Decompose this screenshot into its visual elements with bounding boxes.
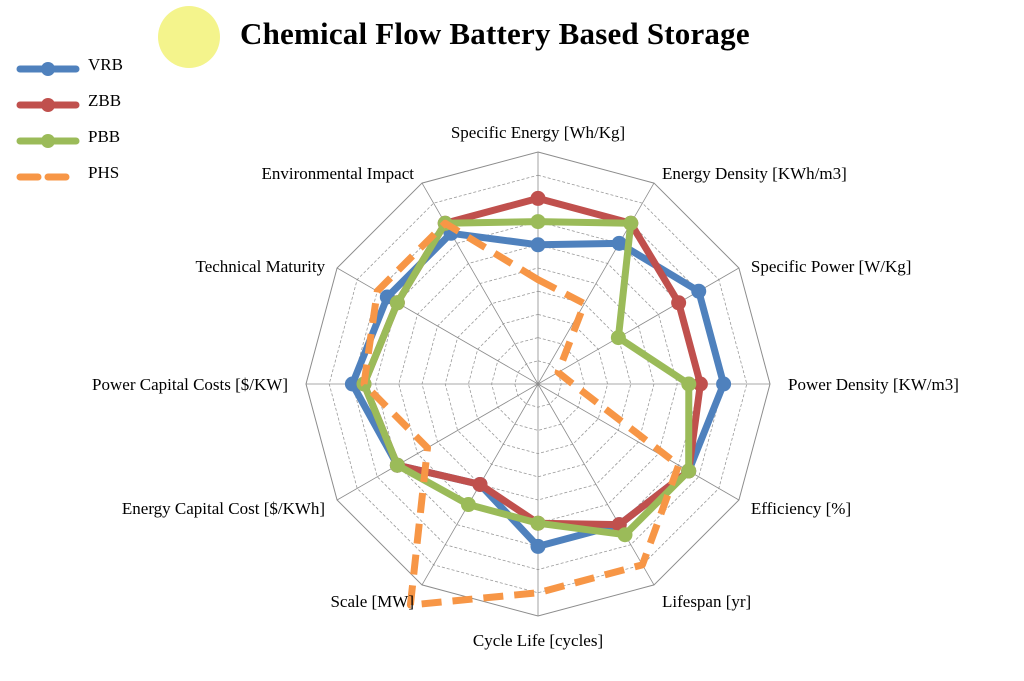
- data-point-vrb: [344, 376, 360, 392]
- grid-spoke: [421, 182, 539, 385]
- data-point-vrb: [530, 237, 546, 253]
- axis-label: Environmental Impact: [262, 164, 415, 183]
- grid-spoke: [537, 267, 740, 385]
- axis-label: Specific Energy [Wh/Kg]: [451, 123, 625, 142]
- data-point-zbb: [472, 476, 488, 492]
- data-point-vrb: [530, 538, 546, 554]
- data-point-pbb: [617, 527, 633, 543]
- grid-spoke: [336, 267, 539, 385]
- grid-spoke: [537, 383, 740, 501]
- radar-series: [344, 190, 732, 609]
- data-point-pbb: [530, 515, 546, 531]
- grid-spoke: [537, 383, 655, 586]
- legend-item-zbb: ZBB: [14, 88, 154, 124]
- axis-label: Lifespan [yr]: [662, 592, 751, 611]
- grid-spoke: [537, 182, 655, 385]
- axis-label: Power Capital Costs [$/KW]: [92, 375, 288, 394]
- data-point-zbb: [530, 190, 546, 206]
- legend-label-vrb: VRB: [88, 55, 123, 74]
- legend-label-pbb: PBB: [88, 127, 121, 146]
- legend: VRB ZBB PBB PHS: [14, 52, 154, 196]
- series-line-phs: [360, 219, 683, 609]
- data-point-pbb: [460, 497, 476, 513]
- legend-label-zbb: ZBB: [88, 91, 122, 110]
- legend-swatch-vrb: [16, 62, 80, 76]
- data-point-zbb: [692, 376, 708, 392]
- legend-item-pbb: PBB: [14, 124, 154, 160]
- data-point-pbb: [681, 376, 697, 392]
- axis-labels: Specific Energy [Wh/Kg] Energy Density [K…: [92, 123, 959, 650]
- legend-item-phs: PHS: [14, 160, 154, 196]
- axis-label: Technical Maturity: [196, 257, 326, 276]
- axis-label: Cycle Life [cycles]: [473, 631, 603, 650]
- data-point-pbb: [389, 457, 405, 473]
- axis-label: Scale [MW]: [330, 592, 414, 611]
- data-point-pbb: [681, 463, 697, 479]
- data-point-vrb: [691, 283, 707, 299]
- chart-title: Chemical Flow Battery Based Storage: [240, 16, 750, 51]
- axis-label: Energy Density [KWh/m3]: [662, 164, 847, 183]
- axis-label: Specific Power [W/Kg]: [751, 257, 912, 276]
- grid-spoke: [336, 383, 539, 501]
- data-point-vrb: [611, 235, 627, 251]
- data-point-pbb: [530, 214, 546, 230]
- data-point-pbb: [623, 215, 639, 231]
- legend-swatch-zbb: [16, 98, 80, 112]
- legend-label-phs: PHS: [88, 163, 120, 182]
- data-point-vrb: [716, 376, 732, 392]
- legend-item-vrb: VRB: [14, 52, 154, 88]
- legend-swatch-phs: [16, 173, 80, 181]
- axis-label: Energy Capital Cost [$/KWh]: [122, 499, 325, 518]
- data-point-pbb: [610, 330, 626, 346]
- data-point-zbb: [671, 295, 687, 311]
- axis-label: Power Density [KW/m3]: [788, 375, 959, 394]
- legend-swatch-pbb: [16, 134, 80, 148]
- data-point-pbb: [389, 295, 405, 311]
- axis-label: Efficiency [%]: [751, 499, 851, 518]
- logo-circle: [158, 6, 220, 68]
